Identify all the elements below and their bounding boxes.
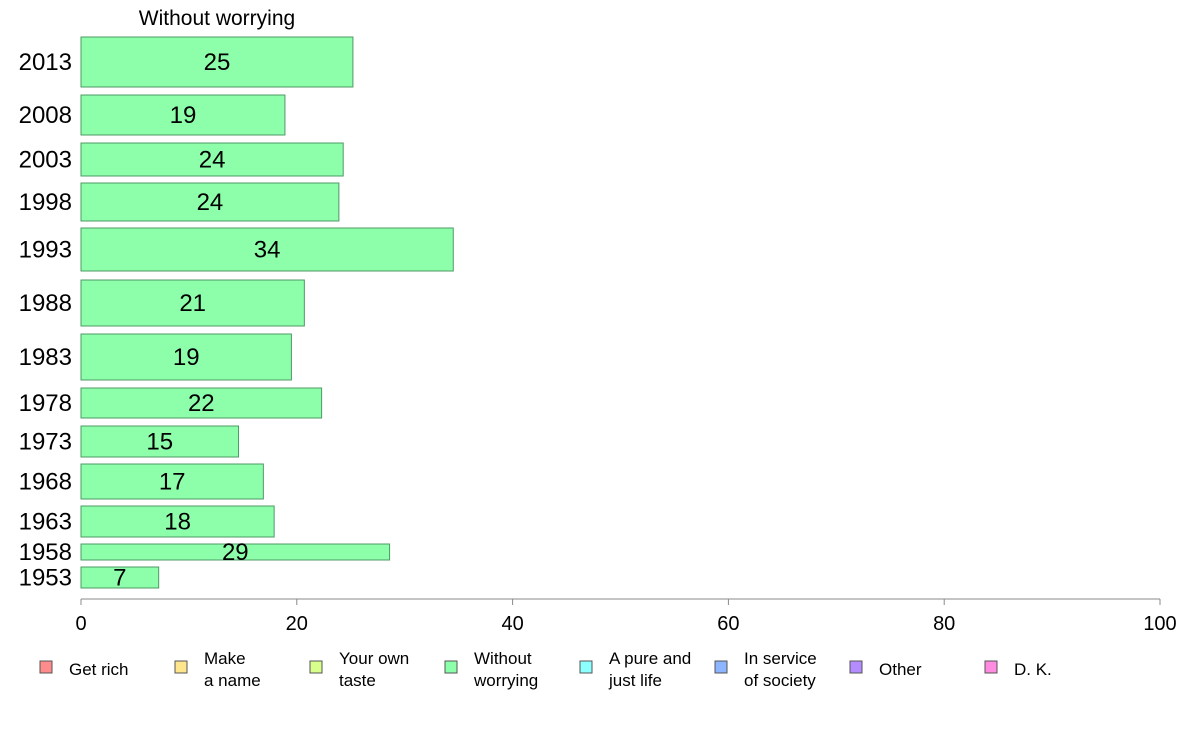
legend-swatch — [174, 660, 188, 674]
data-label: 24 — [197, 189, 224, 216]
data-label: 25 — [204, 49, 231, 76]
chart-title: Without worrying — [139, 7, 295, 30]
data-label: 18 — [164, 509, 191, 536]
y-tick-label: 1993 — [19, 237, 72, 264]
y-tick-label: 1953 — [19, 565, 72, 592]
legend-label: In service — [744, 649, 817, 668]
x-axis: 0 20 40 60 80 100 — [75, 598, 1177, 635]
data-label: 34 — [254, 237, 281, 264]
y-tick-label: 1978 — [19, 390, 72, 417]
bars-group: 2013 25 2008 19 2003 24 1998 24 1993 34 1988 21 1983… — [19, 36, 454, 592]
data-label: 21 — [179, 290, 206, 317]
x-tick-label: 20 — [286, 613, 308, 635]
legend-label: Get rich — [69, 660, 129, 679]
legend-swatch — [984, 660, 998, 674]
y-tick-label: 2003 — [19, 147, 72, 174]
y-tick-label: 1983 — [19, 344, 72, 371]
data-label: 22 — [188, 390, 215, 417]
bar — [80, 279, 305, 327]
legend-label: D. K. — [1014, 660, 1052, 679]
x-tick-label: 100 — [1143, 613, 1176, 635]
bar — [80, 333, 292, 381]
legend-swatch — [714, 660, 728, 674]
bar — [80, 36, 354, 88]
legend-swatch — [309, 660, 323, 674]
data-label: 7 — [113, 565, 126, 592]
legend-label: Without — [474, 649, 532, 668]
legend-label: Other — [879, 660, 922, 679]
y-tick-label: 2013 — [19, 49, 72, 76]
bar — [80, 505, 275, 538]
bar — [80, 94, 286, 136]
x-tick-label: 80 — [933, 613, 955, 635]
x-tick-label: 60 — [717, 613, 739, 635]
x-tick-label: 40 — [501, 613, 523, 635]
legend-label: A pure and — [609, 649, 691, 668]
legend-label: a name — [204, 671, 261, 690]
legend-swatch — [579, 660, 593, 674]
legend-label: Your own — [339, 649, 409, 668]
y-tick-label: 1958 — [19, 539, 72, 566]
legend: Get rich Make a name Your own taste Without wo… — [39, 649, 1052, 690]
data-label: 15 — [146, 429, 173, 456]
bar — [80, 142, 344, 177]
y-tick-label: 1973 — [19, 429, 72, 456]
legend-swatch — [39, 660, 53, 674]
legend-label: worrying — [473, 671, 538, 690]
legend-label: just life — [608, 671, 662, 690]
bar — [80, 463, 264, 500]
y-tick-label: 1988 — [19, 290, 72, 317]
legend-label: of society — [744, 671, 816, 690]
data-label: 19 — [170, 102, 197, 129]
data-label: 29 — [222, 539, 249, 566]
legend-label: Make — [204, 649, 246, 668]
bar — [80, 566, 160, 589]
bar — [80, 387, 323, 419]
y-tick-label: 1963 — [19, 509, 72, 536]
x-tick-label: 0 — [75, 613, 86, 635]
data-label: 17 — [159, 469, 186, 496]
y-tick-label: 2008 — [19, 102, 72, 129]
legend-swatch — [444, 660, 458, 674]
y-tick-label: 1998 — [19, 189, 72, 216]
y-tick-label: 1968 — [19, 469, 72, 496]
legend-swatch — [849, 660, 863, 674]
legend-label: taste — [339, 671, 376, 690]
data-label: 24 — [199, 147, 226, 174]
bar — [80, 227, 454, 272]
bar — [80, 543, 391, 561]
bar — [80, 182, 340, 222]
data-label: 19 — [173, 344, 200, 371]
bar — [80, 425, 240, 458]
